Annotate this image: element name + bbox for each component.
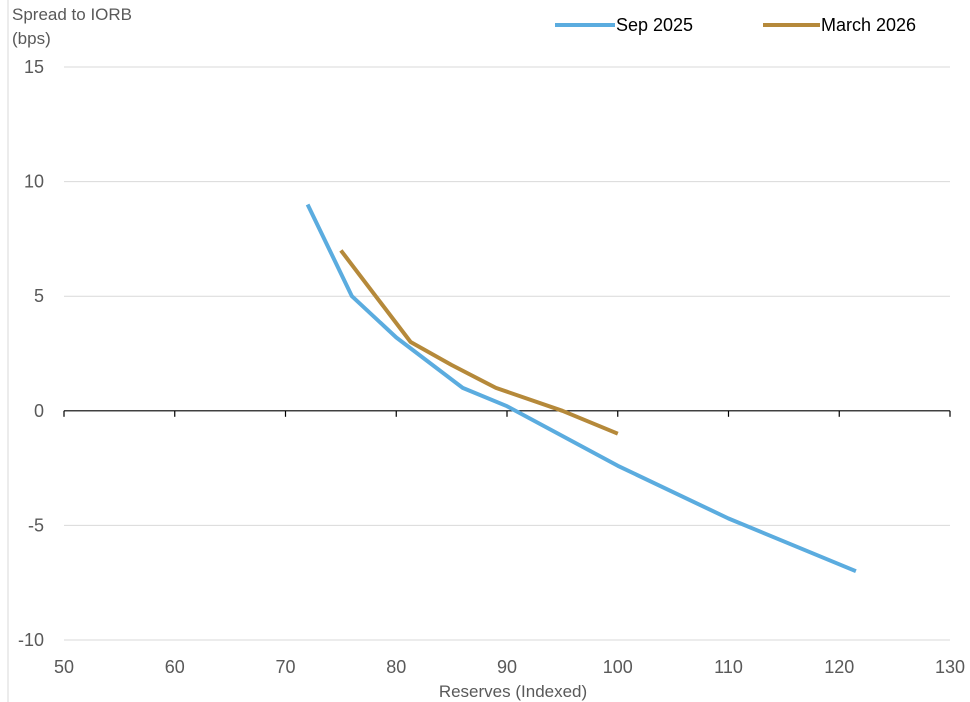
x-tick-label: 100 xyxy=(603,657,633,677)
y-tick-labels: -10 -5 0 5 10 15 xyxy=(18,57,44,650)
x-tick-label: 60 xyxy=(165,657,185,677)
x-tick-label: 90 xyxy=(497,657,517,677)
zero-axis xyxy=(63,410,951,417)
y-tick-label: -5 xyxy=(28,515,44,535)
y-tick-label: 15 xyxy=(24,57,44,77)
x-tick-label: 50 xyxy=(54,657,74,677)
x-tick-label: 130 xyxy=(935,657,965,677)
y-tick-label: 10 xyxy=(24,172,44,192)
x-tick-label: 80 xyxy=(386,657,406,677)
series-lines xyxy=(305,203,857,574)
y-tick-label: -10 xyxy=(18,630,44,650)
series-line-0 xyxy=(305,203,857,574)
y-axis-title-line1: Spread to IORB xyxy=(12,5,132,24)
y-axis-title-line2: (bps) xyxy=(12,29,51,48)
series-line-1 xyxy=(339,249,619,436)
x-tick-label: 70 xyxy=(275,657,295,677)
x-tick-labels: 50 60 70 80 90 100 110 120 130 xyxy=(54,657,965,677)
x-axis-title: Reserves (Indexed) xyxy=(439,682,587,701)
legend-item-march-2026: March 2026 xyxy=(763,15,916,35)
legend-item-sep-2025: Sep 2025 xyxy=(555,15,693,35)
gridlines xyxy=(64,66,950,641)
y-tick-label: 0 xyxy=(34,401,44,421)
legend-label-march-2026: March 2026 xyxy=(821,15,916,35)
legend: Sep 2025 March 2026 xyxy=(555,15,916,35)
legend-label-sep-2025: Sep 2025 xyxy=(616,15,693,35)
y-tick-label: 5 xyxy=(34,286,44,306)
x-tick-label: 110 xyxy=(714,657,743,677)
x-tick-label: 120 xyxy=(824,657,854,677)
